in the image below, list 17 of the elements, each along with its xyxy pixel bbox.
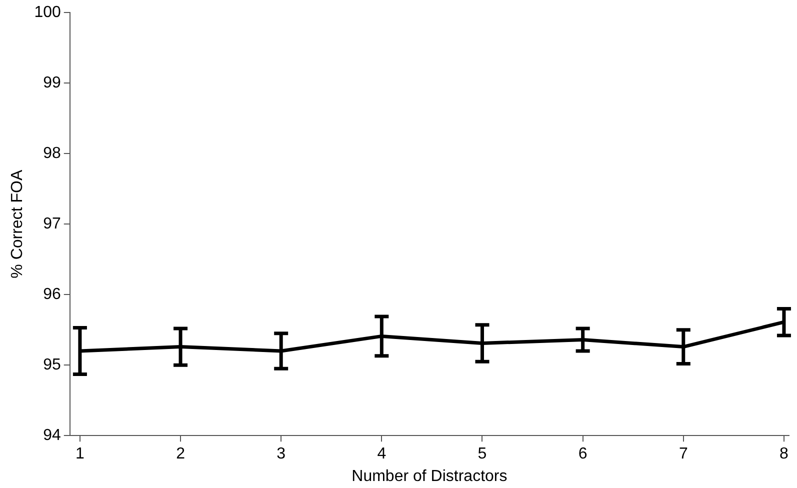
x-axis-title: Number of Distractors <box>352 468 508 485</box>
x-tick-label: 3 <box>276 446 286 463</box>
y-tick-label: 99 <box>43 74 61 92</box>
y-tick-label: 96 <box>43 286 61 304</box>
x-tick-label: 7 <box>678 446 688 463</box>
x-tick-label: 2 <box>176 446 186 463</box>
y-tick-label: 97 <box>43 216 61 233</box>
x-tick-label: 8 <box>780 446 789 463</box>
x-tick-label: 6 <box>578 446 588 463</box>
y-tick-label: 100 <box>34 4 61 22</box>
x-tick-label: 4 <box>377 446 386 463</box>
x-tick-label: 1 <box>76 446 84 463</box>
y-tick-label: 94 <box>43 427 61 444</box>
y-tick-label: 98 <box>43 145 61 162</box>
y-tick-label: 95 <box>43 356 61 374</box>
y-axis-title: % Correct FOA <box>9 170 26 278</box>
x-tick-label: 5 <box>478 446 487 463</box>
